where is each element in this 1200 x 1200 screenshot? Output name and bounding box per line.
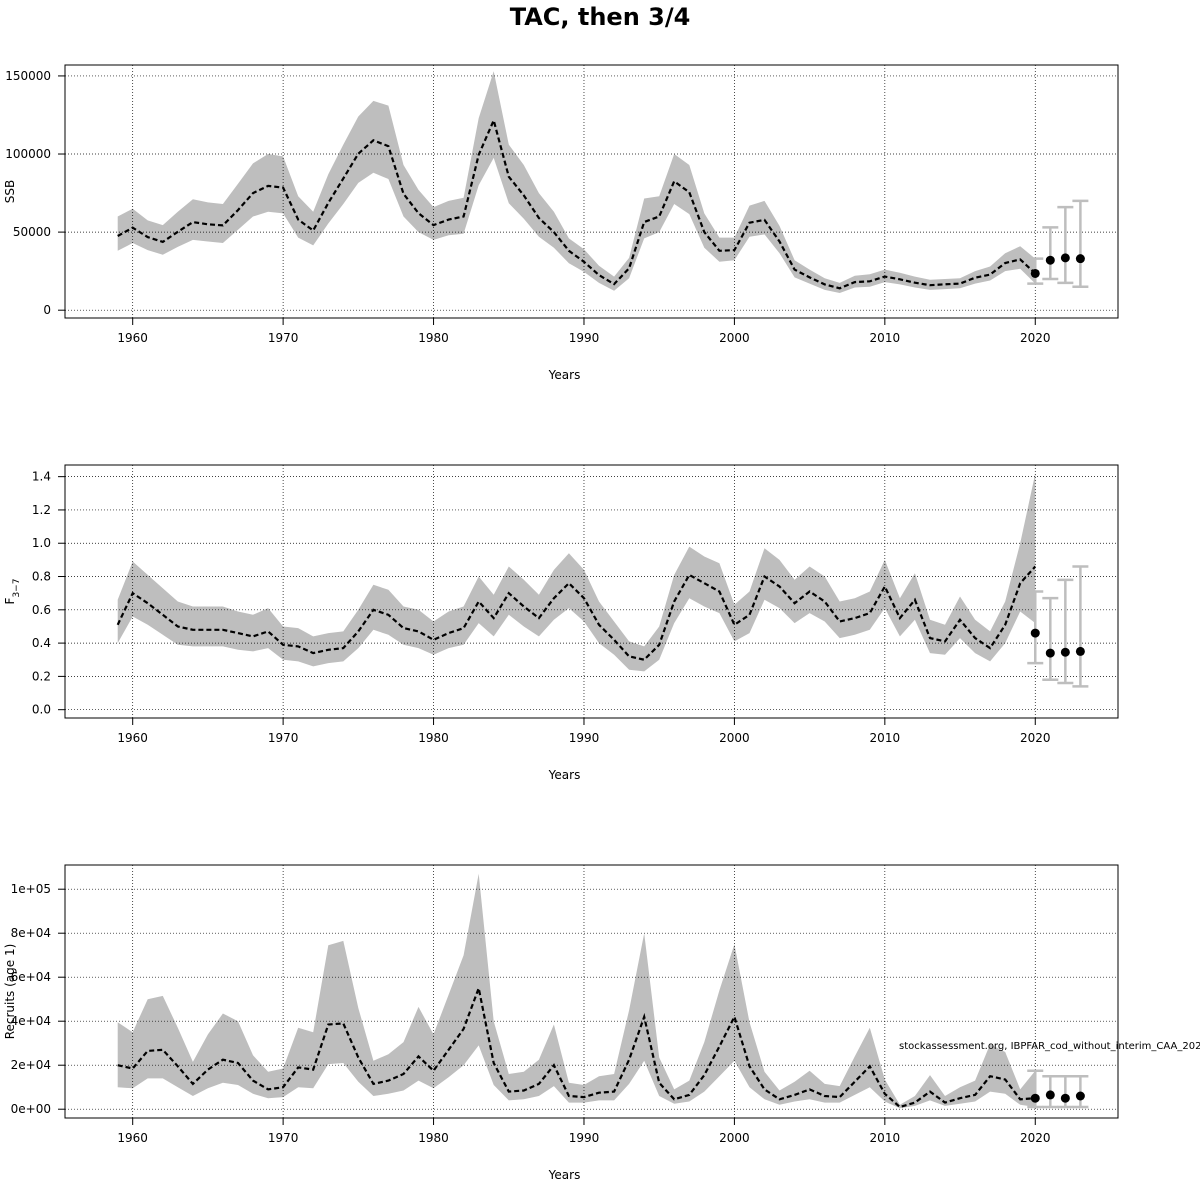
x-tick-label: 1990 — [569, 1131, 600, 1145]
confidence-band — [117, 71, 1036, 293]
forecast-point — [1060, 647, 1070, 657]
fishing-mortality-chart: 1960 1970 1980 1990 2000 2010 2020 0.0 0.2 0.4 0.6… — [3, 464, 1119, 782]
y-axis-label-subscript: 3−7 — [12, 579, 22, 598]
estimate-line — [116, 565, 1037, 661]
y-tick-label: 0.6 — [32, 603, 51, 617]
x-tick-label: 1990 — [569, 331, 600, 345]
forecast-point — [1030, 268, 1040, 278]
x-axis-label: Years — [548, 1168, 581, 1182]
forecast-errorbar — [1072, 565, 1089, 688]
x-axis-label: Years — [548, 768, 581, 782]
y-tick-label: 4e+04 — [11, 1014, 51, 1028]
ssb-chart: 1960 1970 1980 1990 2000 2010 2020 0 50000 100000… — [3, 64, 1119, 382]
plot-frame — [64, 864, 1119, 1119]
y-axis-label: Recruits (age 1) — [3, 944, 17, 1040]
y-tick-label: 0.2 — [32, 669, 51, 683]
forecast-point — [1030, 1093, 1040, 1103]
confidence-band — [117, 873, 1036, 1109]
forecast-errorbar — [1042, 596, 1059, 681]
confidence-band — [117, 473, 1036, 672]
y-tick-label: 100000 — [5, 147, 51, 161]
recruits-chart: 1960 1970 1980 1990 2000 2010 2020 0e+00 2e+04 4e… — [3, 864, 1119, 1182]
y-tick-label: 50000 — [13, 225, 51, 239]
x-tick-label: 2010 — [870, 331, 901, 345]
forecast-point — [1075, 254, 1085, 264]
forecast-point — [1045, 255, 1055, 265]
plot-frame — [64, 464, 1119, 719]
x-tick-label: 1980 — [418, 331, 449, 345]
watermark-text: stockassessment.org, IBPFAR_cod_without_… — [899, 1041, 1200, 1052]
x-tick-label: 2020 — [1020, 1131, 1051, 1145]
y-tick-label: 1.2 — [32, 503, 51, 517]
estimate-line — [117, 117, 1037, 290]
forecast-point — [1045, 648, 1055, 658]
estimate-line — [117, 984, 1036, 1109]
y-tick-label: 0 — [43, 303, 51, 317]
forecast-errorbar — [1027, 590, 1044, 665]
x-tick-label: 1970 — [268, 731, 299, 745]
x-tick-label: 2000 — [719, 331, 750, 345]
forecast-point — [1030, 628, 1040, 638]
x-tick-label: 1960 — [117, 331, 148, 345]
x-tick-label: 2010 — [870, 731, 901, 745]
x-tick-label: 1970 — [268, 331, 299, 345]
x-tick-label: 2010 — [870, 1131, 901, 1145]
y-axis-label: F3−7 — [3, 579, 22, 605]
x-tick-label: 2020 — [1020, 731, 1051, 745]
x-tick-label: 1980 — [418, 1131, 449, 1145]
y-tick-label: 1e+05 — [11, 882, 51, 896]
x-tick-label: 2020 — [1020, 331, 1051, 345]
x-tick-label: 1990 — [569, 731, 600, 745]
y-tick-label: 8e+04 — [11, 926, 51, 940]
y-tick-label: 0.0 — [32, 703, 51, 717]
forecast-point — [1060, 1093, 1070, 1103]
y-tick-label: 0.4 — [32, 636, 51, 650]
y-tick-label: 6e+04 — [11, 970, 51, 984]
y-tick-label: 0e+00 — [11, 1102, 51, 1116]
x-tick-label: 1970 — [268, 1131, 299, 1145]
y-tick-label: 150000 — [5, 69, 51, 83]
x-tick-label: 2000 — [719, 731, 750, 745]
x-tick-label: 1960 — [117, 1131, 148, 1145]
forecast-errorbar — [1057, 578, 1074, 685]
forecast-point — [1075, 1091, 1085, 1101]
forecast-errorbar — [1042, 226, 1059, 281]
y-tick-label: 0.8 — [32, 570, 51, 584]
y-axis-label: SSB — [3, 180, 17, 203]
x-tick-label: 1980 — [418, 731, 449, 745]
page-title: TAC, then 3/4 — [509, 3, 691, 31]
x-tick-label: 2000 — [719, 1131, 750, 1145]
y-tick-label: 1.0 — [32, 536, 51, 550]
forecast-point — [1045, 1090, 1055, 1100]
x-axis-label: Years — [548, 368, 581, 382]
forecast-point — [1075, 646, 1085, 656]
forecast-errorbar — [1057, 205, 1074, 285]
forecast-errorbar — [1072, 199, 1089, 289]
x-tick-label: 1960 — [117, 731, 148, 745]
forecast-point — [1060, 253, 1070, 263]
y-tick-label: 1.4 — [32, 470, 51, 484]
y-tick-label: 2e+04 — [11, 1058, 51, 1072]
plot-frame — [64, 64, 1119, 319]
